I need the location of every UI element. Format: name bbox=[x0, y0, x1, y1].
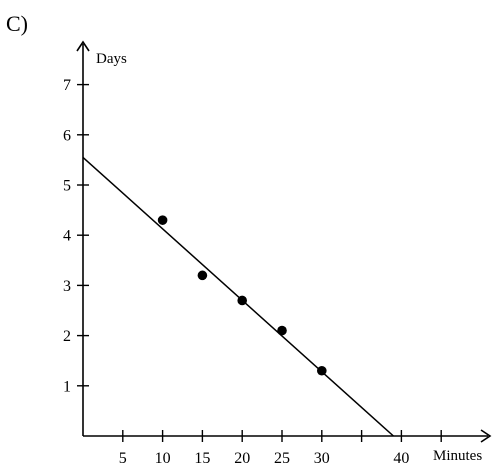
data-point-1 bbox=[157, 215, 168, 225]
x-axis-label: Minutes bbox=[433, 448, 482, 464]
y-tick-label-7: 7 bbox=[63, 77, 71, 94]
y-tick-label-4: 4 bbox=[63, 228, 71, 245]
y-tick-label-6: 6 bbox=[63, 127, 71, 144]
data-point-2 bbox=[197, 270, 208, 281]
y-tick-label-2: 2 bbox=[63, 328, 71, 345]
y-axis-arrow-icon bbox=[76, 40, 90, 52]
data-point-3 bbox=[237, 295, 247, 306]
panel-label: C) bbox=[6, 11, 28, 36]
trend-line bbox=[82, 156, 394, 437]
x-tick-label-30: 30 bbox=[314, 450, 330, 467]
y-axis-label: Days bbox=[96, 51, 127, 67]
data-point-5 bbox=[317, 365, 327, 376]
x-axis-arrow-icon bbox=[480, 429, 492, 443]
data-point-4 bbox=[277, 325, 287, 336]
x-tick-label-25: 25 bbox=[274, 450, 290, 467]
x-axis-ticks: 5 10 15 20 25 30 40 bbox=[119, 430, 442, 467]
y-tick-label-5: 5 bbox=[63, 178, 71, 195]
trend-line-group bbox=[82, 156, 394, 437]
x-tick-label-10: 10 bbox=[155, 450, 171, 467]
y-axis-ticks: 1 2 3 4 5 6 7 bbox=[63, 77, 89, 395]
y-tick-label-3: 3 bbox=[63, 278, 71, 295]
x-tick-label-40: 40 bbox=[393, 450, 409, 467]
axes bbox=[76, 40, 492, 443]
data-points bbox=[157, 215, 327, 376]
x-tick-label-20: 20 bbox=[234, 450, 250, 467]
x-tick-label-15: 15 bbox=[194, 450, 210, 467]
y-tick-label-1: 1 bbox=[63, 378, 71, 395]
x-tick-label-5: 5 bbox=[119, 450, 127, 467]
